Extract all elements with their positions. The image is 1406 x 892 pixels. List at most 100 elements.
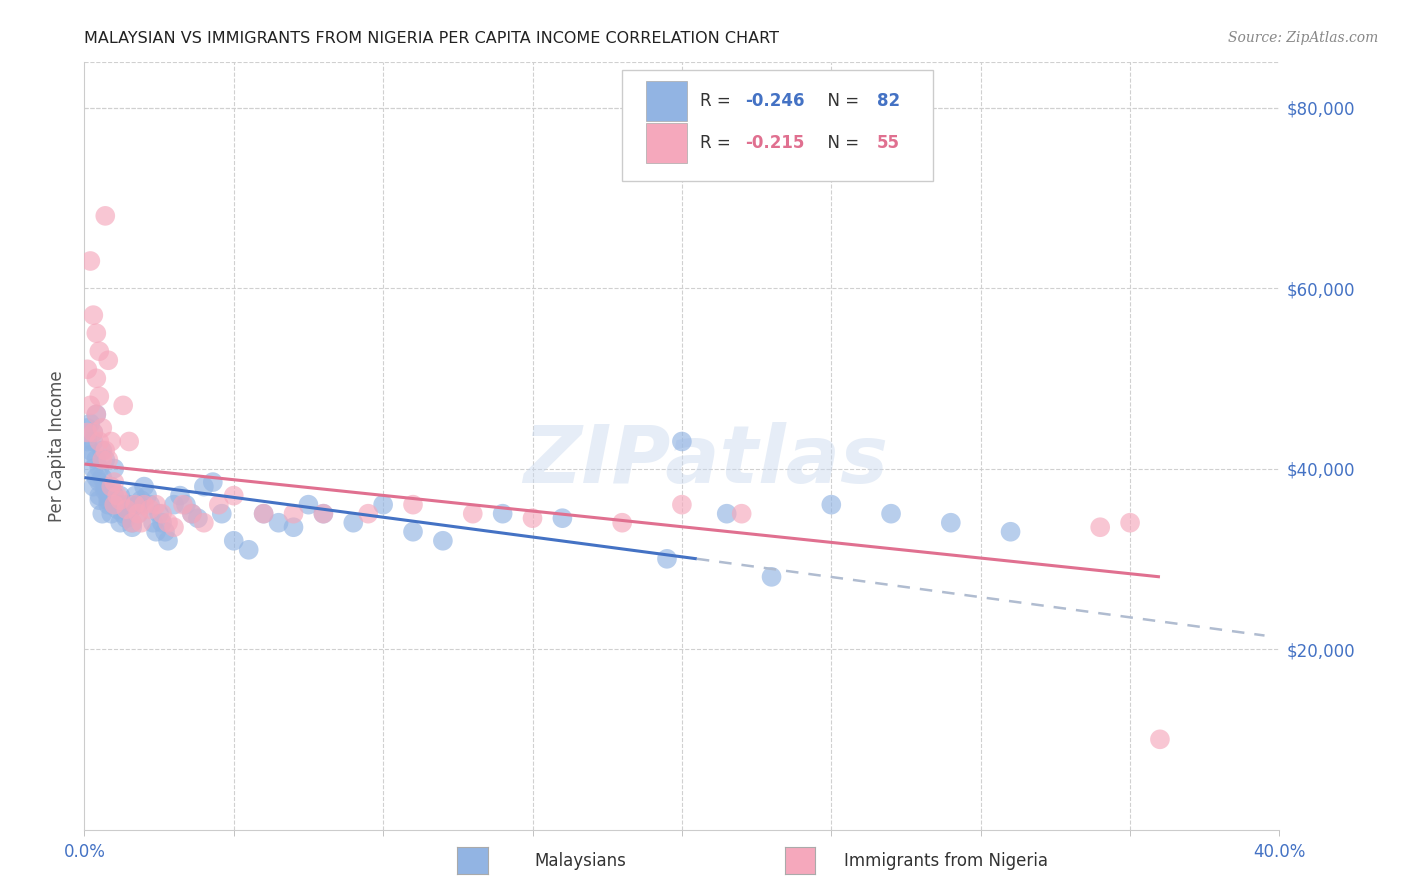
Point <box>105 502 128 516</box>
Point <box>86 408 108 422</box>
Point <box>89 434 111 449</box>
Point <box>121 520 143 534</box>
Point <box>91 421 114 435</box>
Point <box>222 489 245 503</box>
Point <box>211 507 233 521</box>
Point <box>105 489 128 503</box>
Point <box>91 452 114 467</box>
Point <box>201 475 224 489</box>
Point <box>342 516 364 530</box>
Point <box>127 507 149 521</box>
Point <box>169 489 191 503</box>
Point <box>522 511 544 525</box>
Point <box>118 498 141 512</box>
Point <box>461 507 484 521</box>
Y-axis label: Per Capita Income: Per Capita Income <box>48 370 66 522</box>
Point <box>110 489 132 503</box>
Text: ZIPatlas: ZIPatlas <box>523 422 889 500</box>
Point <box>115 511 138 525</box>
Point <box>89 389 111 403</box>
Point <box>121 516 143 530</box>
Point <box>136 489 159 503</box>
FancyBboxPatch shape <box>647 81 686 120</box>
Point <box>150 507 173 521</box>
Point <box>76 434 98 449</box>
Point <box>820 498 842 512</box>
Text: 55: 55 <box>877 134 900 152</box>
Point <box>103 498 125 512</box>
Point <box>79 443 101 458</box>
Point <box>1119 516 1142 530</box>
Point <box>76 425 98 440</box>
Point <box>94 484 117 499</box>
Point <box>671 498 693 512</box>
Point <box>97 498 120 512</box>
Point <box>91 443 114 458</box>
Point <box>880 507 903 521</box>
Text: -0.246: -0.246 <box>745 92 804 110</box>
Point <box>312 507 335 521</box>
Point <box>163 498 186 512</box>
Point <box>1000 524 1022 539</box>
Point <box>145 498 167 512</box>
Point <box>105 498 128 512</box>
Point <box>86 452 108 467</box>
Point <box>193 516 215 530</box>
Point <box>208 498 231 512</box>
Point <box>139 502 162 516</box>
Point <box>153 524 176 539</box>
Point <box>163 520 186 534</box>
Text: -0.215: -0.215 <box>745 134 804 152</box>
Text: N =: N = <box>817 134 865 152</box>
Point <box>132 480 156 494</box>
Point <box>283 520 305 534</box>
Point <box>89 493 111 508</box>
Point <box>157 533 180 548</box>
Point <box>103 461 125 475</box>
Text: Immigrants from Nigeria: Immigrants from Nigeria <box>844 852 1047 870</box>
Point <box>79 448 101 462</box>
Point <box>129 516 152 530</box>
Point <box>82 425 104 440</box>
Point <box>89 489 111 503</box>
Point <box>86 371 108 385</box>
Text: R =: R = <box>700 134 741 152</box>
Text: Malaysians: Malaysians <box>534 852 626 870</box>
Point <box>127 498 149 512</box>
Point <box>193 480 215 494</box>
Point <box>110 516 132 530</box>
Text: Source: ZipAtlas.com: Source: ZipAtlas.com <box>1227 31 1378 45</box>
Point <box>145 524 167 539</box>
Point <box>142 516 165 530</box>
Point <box>655 551 678 566</box>
Point <box>402 524 425 539</box>
Point <box>76 362 98 376</box>
Point <box>312 507 335 521</box>
Point <box>612 516 634 530</box>
Point <box>94 209 117 223</box>
Point <box>121 516 143 530</box>
Point <box>172 498 194 512</box>
Point <box>82 434 104 449</box>
Point <box>103 489 125 503</box>
Point <box>97 452 120 467</box>
Point <box>91 470 114 484</box>
Point <box>267 516 290 530</box>
Point <box>94 480 117 494</box>
Point <box>94 452 117 467</box>
Point <box>174 498 197 512</box>
Point <box>129 493 152 508</box>
Point <box>86 326 108 341</box>
Point <box>91 507 114 521</box>
Point <box>150 516 173 530</box>
Point <box>112 498 135 512</box>
Point <box>97 489 120 503</box>
Point <box>432 533 454 548</box>
Point <box>124 489 146 503</box>
Point <box>118 507 141 521</box>
Point <box>79 398 101 412</box>
Point <box>94 443 117 458</box>
Point <box>238 542 260 557</box>
Point <box>115 502 138 516</box>
Point <box>97 353 120 368</box>
